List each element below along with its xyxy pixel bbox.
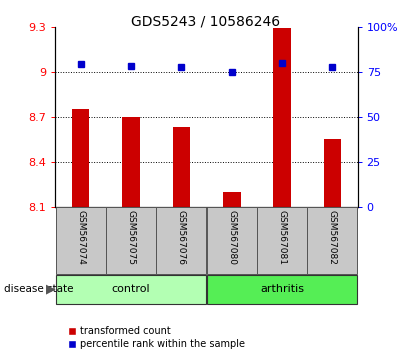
Text: GSM567075: GSM567075 (127, 210, 136, 266)
Text: control: control (112, 284, 150, 295)
Text: GSM567080: GSM567080 (227, 210, 236, 266)
Bar (173, 127, 190, 207)
Text: GDS5243 / 10586246: GDS5243 / 10586246 (131, 14, 280, 28)
Bar (55, 275, 206, 304)
Text: ▶: ▶ (46, 283, 55, 296)
Bar (307, 207, 358, 274)
Bar (207, 207, 257, 274)
Bar (106, 207, 156, 274)
Legend: transformed count, percentile rank within the sample: transformed count, percentile rank withi… (69, 326, 245, 349)
Bar (72, 109, 90, 207)
Bar (122, 117, 140, 207)
Text: GSM567076: GSM567076 (177, 210, 186, 266)
Bar (257, 207, 307, 274)
Text: disease state: disease state (4, 284, 74, 295)
Text: arthritis: arthritis (260, 284, 304, 295)
Bar (273, 28, 291, 207)
Text: GSM567082: GSM567082 (328, 210, 337, 266)
Bar (207, 275, 358, 304)
Text: GSM567074: GSM567074 (76, 210, 85, 266)
Text: GSM567081: GSM567081 (277, 210, 286, 266)
Bar (323, 139, 341, 207)
Bar (55, 207, 106, 274)
Bar (156, 207, 206, 274)
Bar (223, 192, 240, 207)
